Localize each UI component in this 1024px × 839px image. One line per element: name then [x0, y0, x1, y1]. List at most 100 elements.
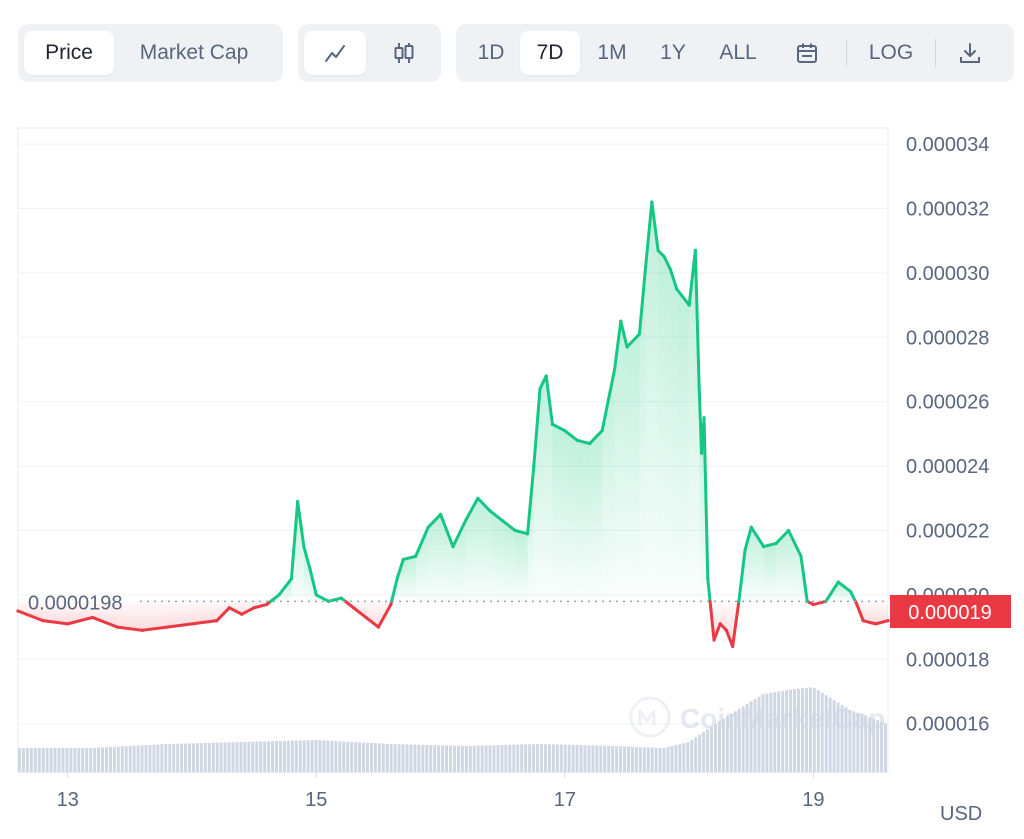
- range-1y-button[interactable]: 1Y: [660, 41, 686, 64]
- currency-label: USD: [940, 803, 983, 825]
- volume-bar: [188, 743, 191, 772]
- price-point: [712, 638, 716, 642]
- price-line-segment: [824, 580, 840, 603]
- volume-bar: [745, 703, 749, 772]
- volume-bar: [49, 748, 53, 772]
- price-line-segment: [240, 606, 256, 616]
- volume-bar: [326, 740, 330, 772]
- volume-bar: [488, 745, 492, 772]
- volume-bar: [290, 740, 294, 772]
- price-point: [693, 248, 697, 252]
- range-1m-button[interactable]: 1M: [597, 41, 627, 64]
- price-point: [644, 264, 648, 269]
- price-area-segment: [527, 466, 534, 602]
- price-point: [513, 528, 517, 533]
- download-icon: [960, 43, 980, 63]
- volume-bar: [476, 745, 480, 772]
- price-point: [339, 596, 343, 600]
- volume-bar: [219, 742, 223, 772]
- volume-bar: [666, 746, 670, 772]
- volume-bar: [101, 747, 104, 772]
- volume-bar: [116, 746, 120, 772]
- volume-bar: [579, 745, 583, 772]
- price-line-segment: [395, 557, 405, 581]
- price-point: [737, 599, 741, 603]
- volume-bar: [275, 741, 278, 772]
- volume-bar: [872, 718, 876, 772]
- tab-market-cap[interactable]: Market Cap: [139, 41, 249, 64]
- range-all-button[interactable]: ALL: [719, 41, 757, 64]
- price-point: [668, 268, 673, 272]
- volume-bar: [884, 723, 887, 772]
- volume-bar: [603, 745, 607, 772]
- price-line-segment: [190, 619, 219, 626]
- price-point: [786, 528, 791, 533]
- candlestick-chart-button[interactable]: [374, 31, 436, 75]
- volume-bar: [235, 742, 239, 772]
- price-point: [302, 545, 306, 549]
- x-tick-label: 17: [554, 789, 576, 811]
- price-point: [376, 625, 381, 629]
- volume-bar: [45, 748, 49, 772]
- price-line-segment: [637, 264, 648, 336]
- volume-bar: [634, 746, 638, 772]
- volume-bar: [844, 707, 848, 772]
- volume-bar: [547, 744, 551, 772]
- volume-bar: [81, 748, 85, 772]
- volume-bar: [354, 742, 358, 772]
- price-point: [165, 625, 169, 629]
- x-tick-label: 19: [802, 789, 824, 811]
- volume-bar: [543, 744, 547, 772]
- price-point: [41, 619, 45, 623]
- volume-bar: [243, 741, 247, 772]
- price-point: [277, 593, 281, 597]
- price-point: [16, 609, 20, 613]
- price-point: [799, 554, 803, 558]
- volume-bar: [753, 699, 757, 772]
- volume-bar: [97, 747, 101, 772]
- price-point: [488, 509, 492, 513]
- reference-price-label: 0.0000198: [28, 592, 123, 614]
- volume-bar: [389, 744, 393, 772]
- tab-price[interactable]: Price: [24, 31, 114, 75]
- volume-bar: [587, 745, 591, 772]
- volume-bar: [215, 742, 219, 772]
- volume-bar: [789, 689, 793, 772]
- volume-bar: [559, 744, 563, 772]
- price-point: [296, 499, 300, 504]
- price-line-segment: [16, 609, 45, 623]
- volume-bar: [136, 745, 140, 772]
- price-area-segment: [428, 514, 441, 602]
- price-point: [395, 577, 399, 581]
- price-point: [811, 602, 816, 607]
- price-line-segment: [669, 268, 679, 291]
- price-line-segment: [874, 619, 890, 626]
- line-chart-button[interactable]: [304, 31, 366, 75]
- volume-bar: [721, 718, 725, 772]
- volume-bar: [777, 691, 781, 772]
- price-point: [115, 625, 120, 629]
- volume-bar: [405, 744, 409, 772]
- price-point: [886, 619, 890, 623]
- download-button[interactable]: [942, 31, 998, 75]
- log-scale-button[interactable]: LOG: [868, 41, 914, 64]
- price-area-segment: [515, 530, 528, 602]
- volume-bar: [840, 704, 844, 772]
- range-1d-button[interactable]: 1D: [477, 41, 505, 64]
- price-point: [687, 303, 691, 307]
- price-area-segment: [92, 601, 118, 628]
- price-point: [575, 438, 579, 442]
- range-7d-button[interactable]: 7D: [520, 31, 580, 75]
- volume-bar: [773, 692, 777, 772]
- volume-bar: [168, 743, 172, 772]
- calendar-icon: [797, 43, 817, 63]
- volume-bar: [437, 745, 441, 772]
- volume-bar: [824, 695, 828, 772]
- price-point: [289, 577, 294, 581]
- price-line-segment: [588, 429, 604, 446]
- price-points: [16, 200, 890, 649]
- volume-bar: [144, 745, 148, 772]
- calendar-button[interactable]: [774, 31, 840, 75]
- price-line-segment: [476, 496, 492, 513]
